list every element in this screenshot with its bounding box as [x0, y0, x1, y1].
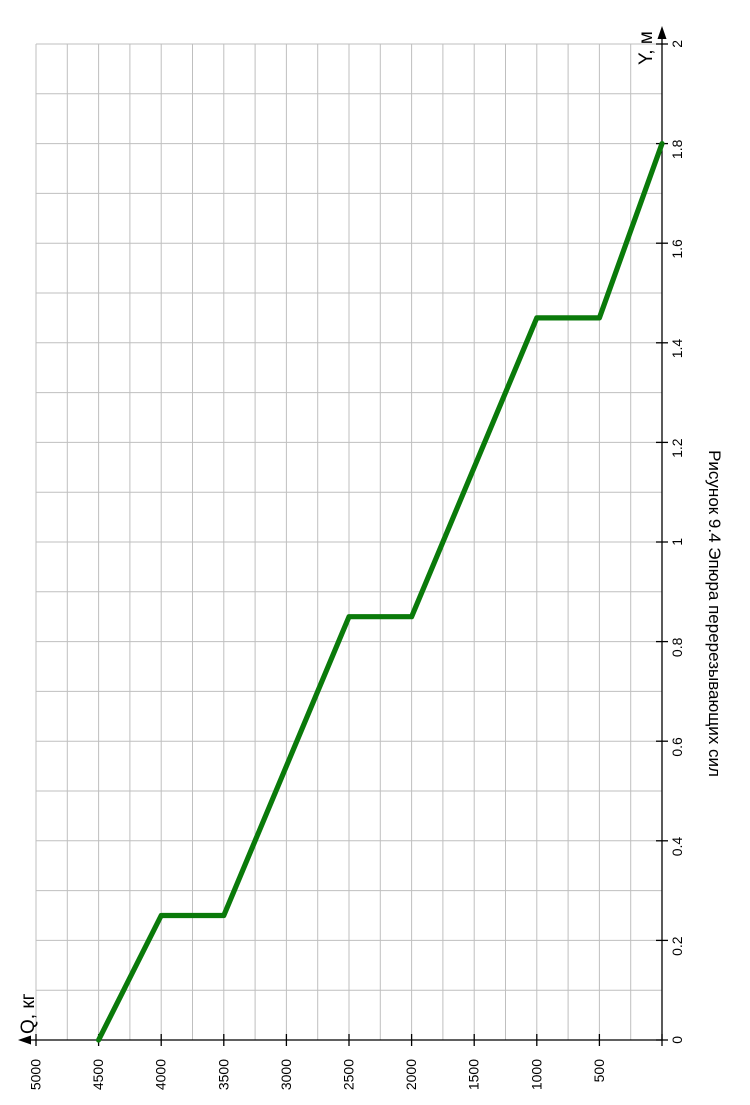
svg-text:0.8: 0.8	[669, 637, 685, 657]
svg-text:Q, кг: Q, кг	[18, 993, 39, 1034]
svg-text:1: 1	[669, 538, 685, 546]
svg-text:Рисунок 9.4 Эпюра перерезывающ: Рисунок 9.4 Эпюра перерезывающих сил	[705, 450, 724, 777]
svg-text:1.6: 1.6	[669, 239, 685, 259]
svg-text:1.2: 1.2	[669, 438, 685, 458]
svg-text:1000: 1000	[528, 1059, 544, 1090]
svg-text:1500: 1500	[466, 1059, 482, 1090]
svg-text:3000: 3000	[278, 1059, 294, 1090]
svg-text:4500: 4500	[90, 1059, 106, 1090]
svg-text:1.4: 1.4	[669, 339, 685, 359]
svg-text:2: 2	[669, 40, 685, 48]
svg-text:0.2: 0.2	[669, 936, 685, 956]
svg-text:1.8: 1.8	[669, 139, 685, 159]
svg-text:Y, м: Y, м	[636, 31, 657, 65]
svg-text:4000: 4000	[153, 1059, 169, 1090]
svg-text:2500: 2500	[341, 1059, 357, 1090]
svg-text:0.4: 0.4	[669, 837, 685, 857]
svg-text:0.6: 0.6	[669, 737, 685, 757]
svg-text:0: 0	[669, 1036, 685, 1044]
svg-text:5000: 5000	[28, 1059, 44, 1090]
svg-text:3500: 3500	[215, 1059, 231, 1090]
svg-text:500: 500	[591, 1059, 607, 1083]
svg-text:2000: 2000	[403, 1059, 419, 1090]
